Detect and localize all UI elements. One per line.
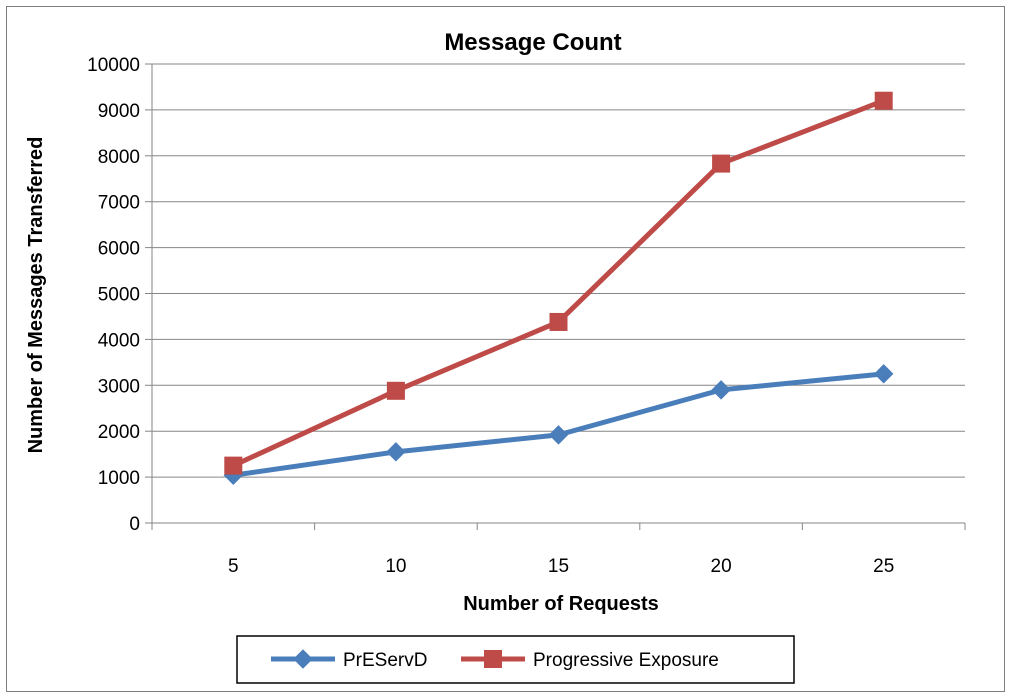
y-tick-label: 8000 (98, 147, 140, 168)
y-tick-label: 6000 (98, 239, 140, 260)
data-point (711, 380, 731, 400)
legend-swatch-marker (293, 649, 313, 669)
chart-title: Message Count (444, 29, 621, 56)
data-point (873, 364, 894, 384)
data-point (712, 154, 731, 173)
x-axis-label: Number of Requests (463, 593, 659, 615)
y-tick-label: 1000 (98, 468, 140, 489)
data-point (224, 456, 243, 475)
data-point (386, 381, 405, 400)
series-line (230, 371, 887, 478)
x-tick-label: 10 (385, 556, 406, 577)
y-axis-label: Number of Messages Transferred (25, 137, 47, 454)
data-point (548, 425, 569, 445)
tick-labels: 0 1000 2000 3000 4000 5000 6000 7000 8000 9000 100… (87, 55, 894, 577)
y-tick-label: 2000 (98, 422, 140, 443)
y-tick-label: 9000 (98, 101, 140, 122)
series-1 (224, 91, 893, 475)
legend-label: PrEServD (343, 650, 427, 671)
x-tick-label: 5 (228, 556, 239, 577)
y-tick-label: 3000 (98, 376, 140, 397)
legend-swatch-marker (484, 650, 502, 668)
series (223, 91, 894, 485)
data-point (874, 91, 893, 110)
x-tick-label: 15 (548, 556, 569, 577)
axes (145, 63, 966, 530)
x-tick-label: 25 (873, 556, 894, 577)
gridlines (152, 63, 965, 478)
data-point (386, 442, 406, 462)
y-tick-label: 10000 (87, 55, 140, 76)
legend-label: Progressive Exposure (533, 650, 719, 671)
y-tick-label: 4000 (98, 330, 140, 351)
legend: PrEServD Progressive Exposure (236, 635, 795, 684)
y-tick-label: 0 (129, 514, 140, 535)
series-0 (223, 364, 894, 485)
x-tick-label: 20 (711, 556, 732, 577)
data-point (549, 312, 568, 331)
y-tick-label: 5000 (98, 285, 140, 306)
y-tick-label: 7000 (98, 193, 140, 214)
